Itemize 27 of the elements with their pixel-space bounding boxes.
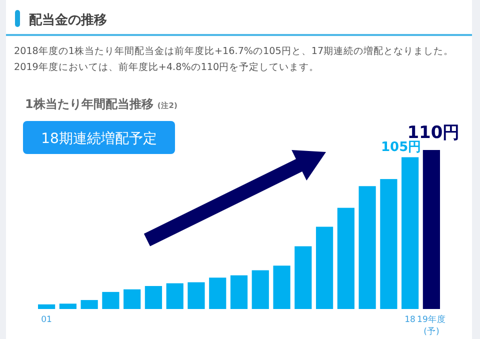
x-tick-label: 19年度 (予) <box>417 314 446 337</box>
bar <box>380 179 398 309</box>
bar <box>80 300 98 309</box>
bar <box>144 286 162 309</box>
x-tick-label: 01 <box>41 315 52 325</box>
bar <box>316 226 334 309</box>
bar <box>273 266 290 309</box>
bar <box>358 186 376 309</box>
bar <box>230 275 248 309</box>
bar <box>252 270 269 309</box>
chart-title: 配当金の推移 <box>29 13 107 28</box>
text: 18期連続増配予定 <box>41 130 157 147</box>
bar <box>337 208 354 309</box>
text: 1株当たり年間配当推移 <box>25 97 154 111</box>
bar <box>422 150 440 309</box>
bar <box>59 304 76 309</box>
bar <box>38 304 56 309</box>
bar <box>124 289 141 309</box>
bar <box>188 282 205 309</box>
bar <box>294 246 312 309</box>
bar <box>102 292 120 309</box>
bar <box>209 278 226 309</box>
bar <box>402 157 419 309</box>
x-tick-label: 18 <box>404 315 416 325</box>
data-label: 105円 <box>380 140 422 156</box>
bar <box>166 283 184 309</box>
chart-subtitle: 2018年度の1株当たり年間配当金は前年度比+16.7%の105円と、17期連続の増配となりました。2019年度においては、前年度比+4.8%の110円を予定しています。 <box>14 44 455 75</box>
